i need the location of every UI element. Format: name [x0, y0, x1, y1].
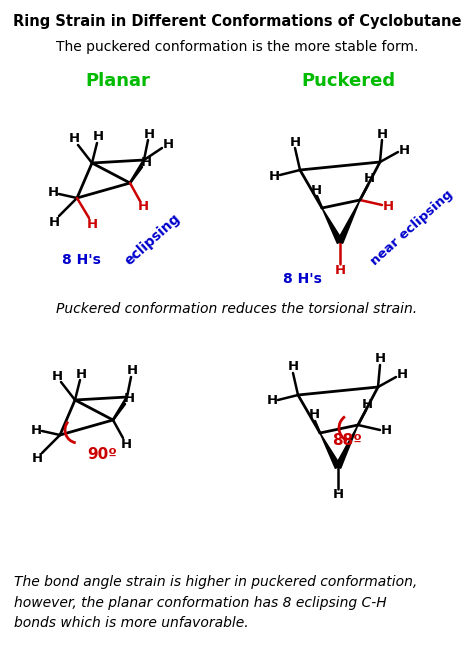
Text: H: H — [332, 489, 344, 501]
Text: H: H — [362, 398, 373, 410]
Text: The bond angle strain is higher in puckered conformation,
however, the planar co: The bond angle strain is higher in pucke… — [14, 575, 417, 631]
Text: H: H — [335, 263, 346, 276]
Text: H: H — [123, 392, 135, 406]
Text: H: H — [381, 424, 392, 438]
Text: Ring Strain in Different Conformations of Cyclobutane: Ring Strain in Different Conformations o… — [13, 14, 461, 29]
Text: H: H — [364, 172, 374, 186]
Text: H: H — [48, 215, 60, 229]
Polygon shape — [335, 425, 358, 468]
Text: H: H — [396, 369, 408, 381]
Text: H: H — [92, 131, 103, 143]
Text: 90º: 90º — [87, 447, 117, 462]
Text: Puckered: Puckered — [301, 72, 395, 90]
Text: H: H — [31, 453, 43, 465]
Text: H: H — [163, 139, 173, 152]
Text: Planar: Planar — [86, 72, 150, 90]
Polygon shape — [337, 200, 360, 243]
Text: The puckered conformation is the more stable form.: The puckered conformation is the more st… — [56, 40, 418, 54]
Text: H: H — [376, 127, 388, 141]
Text: H: H — [310, 184, 321, 196]
Text: H: H — [75, 367, 87, 381]
Text: H: H — [144, 127, 155, 141]
Text: H: H — [120, 438, 132, 450]
Polygon shape — [322, 208, 343, 243]
Polygon shape — [320, 433, 341, 468]
Text: H: H — [268, 170, 280, 182]
Text: H: H — [127, 365, 137, 377]
Text: H: H — [47, 186, 59, 200]
Text: H: H — [137, 200, 148, 213]
Text: H: H — [399, 143, 410, 156]
Text: Puckered conformation reduces the torsional strain.: Puckered conformation reduces the torsio… — [56, 302, 418, 316]
Text: 8 H's: 8 H's — [62, 253, 101, 267]
Text: H: H — [383, 200, 393, 213]
Text: H: H — [287, 361, 299, 373]
Text: H: H — [30, 424, 42, 436]
Text: 88º: 88º — [332, 433, 362, 448]
Text: eclipsing: eclipsing — [122, 211, 183, 269]
Text: H: H — [309, 408, 319, 422]
Text: 8 H's: 8 H's — [283, 272, 322, 286]
Text: H: H — [52, 369, 63, 383]
Text: near eclipsing: near eclipsing — [368, 188, 455, 268]
Text: H: H — [68, 133, 80, 145]
Text: H: H — [140, 156, 152, 168]
Text: H: H — [86, 217, 98, 231]
Text: H: H — [374, 353, 385, 365]
Text: H: H — [266, 394, 278, 408]
Text: H: H — [290, 135, 301, 149]
